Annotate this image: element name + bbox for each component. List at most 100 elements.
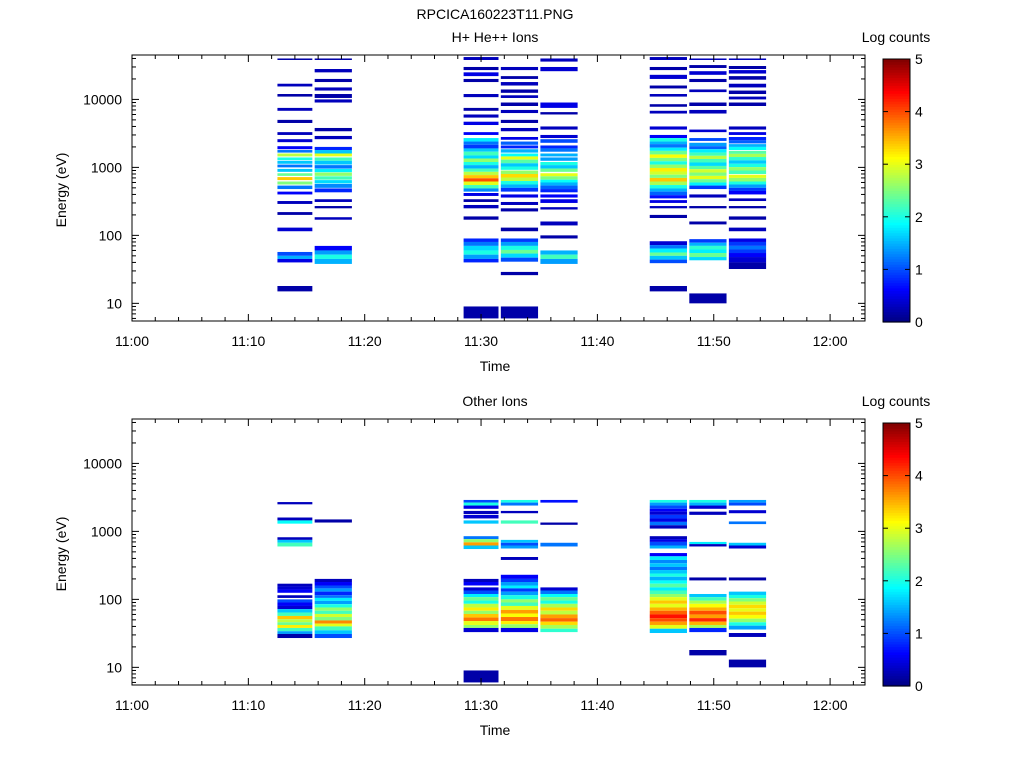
colorbar-swatch xyxy=(883,567,910,571)
heatmap-cell xyxy=(728,144,767,147)
heatmap-cell xyxy=(649,191,687,196)
heatmap-cell xyxy=(500,66,539,71)
heatmap-cell xyxy=(500,520,539,524)
colorbar-swatch xyxy=(883,478,910,482)
colorbar-swatch xyxy=(883,195,910,199)
colorbar-swatch xyxy=(883,430,910,435)
heatmap-cell xyxy=(277,627,313,632)
heatmap-cell xyxy=(728,245,767,250)
colorbar-swatch xyxy=(883,130,910,134)
heatmap-cell xyxy=(689,165,727,170)
heatmap-cell xyxy=(649,593,687,598)
colorbar-swatch xyxy=(883,472,910,477)
heatmap-cell xyxy=(689,544,727,547)
x-tick-label: 12:00 xyxy=(813,697,848,713)
colorbar-swatch xyxy=(883,575,910,579)
colorbar-swatch xyxy=(883,454,910,458)
heatmap-cell xyxy=(463,66,499,71)
heatmap-cell xyxy=(649,502,687,506)
heatmap-cell xyxy=(689,610,727,615)
heatmap-cell xyxy=(314,613,352,618)
heatmap-cell xyxy=(689,221,727,225)
colorbar-tick-label: 1 xyxy=(915,625,923,641)
colorbar-swatch xyxy=(883,459,910,464)
heatmap-cell xyxy=(728,499,767,503)
heatmap-cell xyxy=(314,623,352,627)
colorbar: 0 1 2 3 4 5 xyxy=(882,415,923,694)
heatmap-cell xyxy=(689,249,727,254)
heatmap-cell xyxy=(649,252,687,256)
heatmap-cell xyxy=(277,612,313,616)
colorbar-swatch xyxy=(883,496,910,500)
heatmap-cell xyxy=(500,499,539,503)
heatmap-cell xyxy=(728,187,767,191)
colorbar-swatch xyxy=(883,82,910,86)
colorbar-swatch xyxy=(883,554,910,558)
heatmap-cell xyxy=(728,249,767,254)
heatmap-cell xyxy=(463,510,499,515)
heatmap-cell xyxy=(649,541,687,546)
heatmap-cell xyxy=(649,580,687,584)
colorbar-swatch xyxy=(883,593,910,598)
colorbar-swatch xyxy=(883,237,910,242)
heatmap-cell xyxy=(689,182,727,186)
heatmap-cell xyxy=(500,82,539,86)
colorbar-swatch xyxy=(883,457,910,461)
heatmap-cell xyxy=(277,160,313,164)
heatmap-cell xyxy=(500,585,539,589)
heatmap-cell xyxy=(649,188,687,192)
heatmap-cell xyxy=(314,585,352,589)
heatmap-cell xyxy=(500,578,539,583)
heatmap-cell xyxy=(500,595,539,600)
heatmap-cell xyxy=(649,110,687,114)
heatmap-cell xyxy=(463,520,499,524)
colorbar-swatch xyxy=(883,77,910,81)
colorbar-swatch xyxy=(883,182,910,186)
heatmap-cell xyxy=(649,514,687,519)
heatmap-cell xyxy=(500,119,539,123)
heatmap-cell xyxy=(463,181,499,186)
colorbar-swatch xyxy=(883,282,910,286)
heatmap-cell xyxy=(728,253,767,258)
colorbar-swatch xyxy=(883,135,910,139)
heatmap-cell xyxy=(314,99,352,103)
heatmap-cell xyxy=(463,624,499,628)
heatmap-cell xyxy=(277,132,313,135)
colorbar-swatch xyxy=(883,451,910,456)
heatmap-cell xyxy=(277,201,313,204)
heatmap-cell xyxy=(463,241,499,246)
colorbar-swatch xyxy=(883,314,910,318)
heatmap-cell xyxy=(649,57,687,60)
colorbar-swatch xyxy=(883,303,910,307)
heatmap-cell xyxy=(314,146,352,151)
heatmap-cell xyxy=(728,66,767,70)
colorbar-swatch xyxy=(883,483,910,487)
colorbar-swatch xyxy=(883,530,910,535)
colorbar-swatch xyxy=(883,649,910,653)
heatmap-cell xyxy=(540,618,578,622)
heatmap-cell xyxy=(277,212,313,215)
heatmap-cell xyxy=(649,539,687,542)
heatmap-cell xyxy=(463,505,499,509)
colorbar-swatch xyxy=(883,423,910,427)
heatmap-cell xyxy=(314,588,352,592)
heatmap-cell xyxy=(463,107,499,111)
heatmap-cell xyxy=(728,76,767,80)
heatmap-cell xyxy=(277,83,313,87)
heatmap-cell xyxy=(463,151,499,156)
heatmap-cell xyxy=(728,611,767,615)
heatmap-cell xyxy=(689,614,727,619)
heatmap-cell xyxy=(649,545,687,549)
heatmap-cell xyxy=(463,627,499,633)
colorbar-swatch xyxy=(883,657,910,661)
heatmap-cell xyxy=(314,630,352,634)
colorbar-swatch xyxy=(883,248,910,252)
heatmap-cell xyxy=(649,621,687,625)
heatmap-cell xyxy=(728,502,767,506)
heatmap-cell xyxy=(540,499,578,503)
heatmap-cell xyxy=(463,582,499,586)
heatmap-cell xyxy=(649,94,687,97)
heatmap-cell xyxy=(500,208,539,212)
heatmap-cell xyxy=(500,181,539,185)
colorbar-label: Log counts xyxy=(862,29,931,45)
